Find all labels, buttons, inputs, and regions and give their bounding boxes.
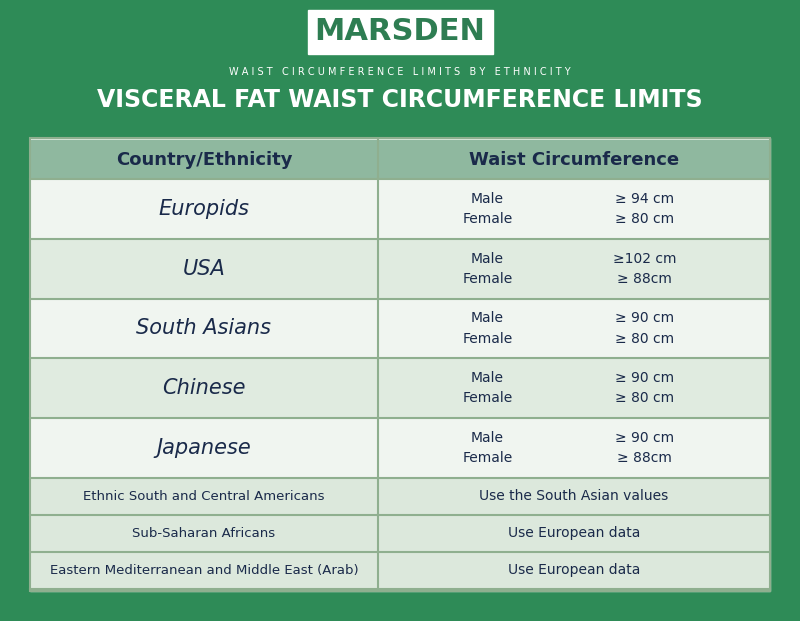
- Text: Use European data: Use European data: [508, 527, 640, 540]
- Bar: [31, 358, 769, 418]
- Text: Male: Male: [471, 252, 504, 266]
- Text: Europids: Europids: [158, 199, 250, 219]
- Text: Chinese: Chinese: [162, 378, 246, 398]
- Text: Female: Female: [462, 332, 513, 346]
- Text: W A I S T   C I R C U M F E R E N C E   L I M I T S   B Y   E T H N I C I T Y: W A I S T C I R C U M F E R E N C E L I …: [229, 67, 571, 77]
- Text: Male: Male: [471, 431, 504, 445]
- Text: ≥ 88cm: ≥ 88cm: [617, 272, 672, 286]
- Text: ≥ 80 cm: ≥ 80 cm: [615, 332, 674, 346]
- Text: Male: Male: [471, 371, 504, 385]
- Text: ≥102 cm: ≥102 cm: [613, 252, 676, 266]
- Text: Sub-Saharan Africans: Sub-Saharan Africans: [132, 527, 275, 540]
- Text: Female: Female: [462, 212, 513, 226]
- Text: Waist Circumference: Waist Circumference: [469, 150, 679, 168]
- Text: Country/Ethnicity: Country/Ethnicity: [116, 150, 292, 168]
- Text: USA: USA: [182, 259, 226, 279]
- Text: ≥ 80 cm: ≥ 80 cm: [615, 212, 674, 226]
- Bar: [31, 418, 769, 478]
- Text: Male: Male: [471, 192, 504, 206]
- Bar: [31, 179, 769, 239]
- Text: South Asians: South Asians: [136, 319, 271, 338]
- Text: MARSDEN: MARSDEN: [314, 17, 486, 47]
- Text: ≥ 80 cm: ≥ 80 cm: [615, 391, 674, 406]
- Bar: [31, 552, 769, 589]
- Text: Japanese: Japanese: [157, 438, 251, 458]
- Text: ≥ 90 cm: ≥ 90 cm: [615, 431, 674, 445]
- Text: W W W . M A R S D E N - W E I G H I N G . C O . U K: W W W . M A R S D E N - W E I G H I N G …: [259, 601, 541, 611]
- Text: ≥ 90 cm: ≥ 90 cm: [615, 371, 674, 385]
- Text: Use European data: Use European data: [508, 563, 640, 578]
- Text: VISCERAL FAT WAIST CIRCUMFERENCE LIMITS: VISCERAL FAT WAIST CIRCUMFERENCE LIMITS: [97, 88, 703, 112]
- Text: ≥ 90 cm: ≥ 90 cm: [615, 311, 674, 325]
- Bar: [30, 138, 770, 591]
- Bar: [31, 140, 769, 179]
- Bar: [31, 239, 769, 299]
- Text: Female: Female: [462, 272, 513, 286]
- Text: Male: Male: [471, 311, 504, 325]
- Bar: [0, 0, 800, 130]
- Text: Female: Female: [462, 391, 513, 406]
- Bar: [307, 10, 493, 54]
- Bar: [30, 138, 770, 591]
- Text: ≥ 94 cm: ≥ 94 cm: [615, 192, 674, 206]
- Text: Use the South Asian values: Use the South Asian values: [479, 489, 669, 503]
- Text: ≥ 88cm: ≥ 88cm: [617, 451, 672, 465]
- Text: Eastern Mediterranean and Middle East (Arab): Eastern Mediterranean and Middle East (A…: [50, 564, 358, 577]
- Bar: [31, 299, 769, 358]
- Bar: [31, 515, 769, 552]
- Text: Ethnic South and Central Americans: Ethnic South and Central Americans: [83, 490, 325, 503]
- Bar: [31, 478, 769, 515]
- Text: Female: Female: [462, 451, 513, 465]
